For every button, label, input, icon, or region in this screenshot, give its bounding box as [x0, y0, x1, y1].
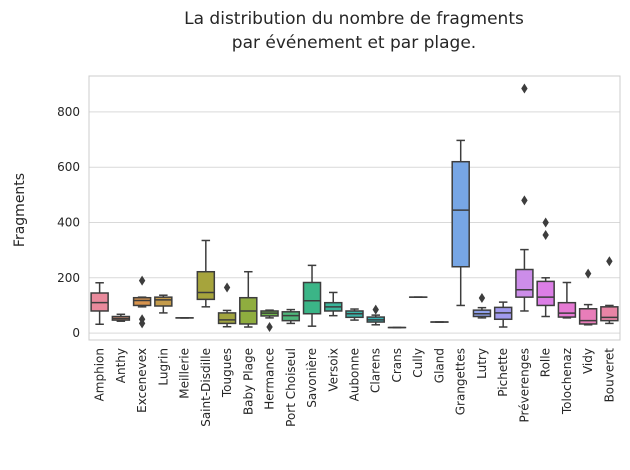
x-tick-label: Port Choiseul [284, 348, 298, 427]
x-tick-label: Savonière [305, 348, 319, 408]
box-group [366, 304, 385, 326]
x-tick-label: Pichette [496, 348, 510, 397]
x-tick-label: Baby Plage [241, 348, 255, 415]
box-group [324, 291, 343, 317]
outlier-point [521, 83, 528, 94]
y-tick-label: 200 [57, 271, 80, 285]
box-group [196, 239, 216, 308]
box-group [111, 313, 131, 322]
box-group [132, 275, 152, 329]
box-iqr [536, 280, 555, 307]
x-tick-label: Grangettes [454, 348, 468, 415]
x-tick-label: Hermance [263, 348, 277, 410]
box-group [536, 217, 555, 318]
x-axis-ticks: Amphion Anthy Excenevex Lugrin Meillerie Sain… [93, 348, 617, 427]
x-tick-label: Préverenges [517, 348, 531, 422]
box-group [281, 308, 301, 325]
y-tick-label: 400 [57, 216, 80, 230]
y-tick-label: 600 [57, 160, 80, 174]
box-iqr [557, 301, 577, 318]
y-tick-label: 800 [57, 105, 80, 119]
outlier-point [521, 195, 528, 206]
x-tick-label: Bouveret [602, 348, 616, 403]
box-iqr [132, 296, 152, 307]
box-group [472, 292, 492, 319]
x-tick-label: Meillerie [178, 348, 192, 399]
box-iqr [578, 308, 598, 325]
box-group [515, 83, 534, 312]
x-tick-label: Saint-Disdille [199, 348, 213, 427]
x-tick-label: Crans [390, 348, 404, 383]
x-tick-label: Lutry [475, 348, 489, 379]
box-iqr [451, 160, 470, 268]
outlier-point [372, 304, 379, 315]
x-tick-label: Lugrin [156, 348, 170, 386]
x-tick-label: Excenevex [135, 348, 149, 413]
x-tick-label: Cully [411, 348, 425, 378]
box-group [345, 308, 364, 321]
box-iqr [196, 270, 216, 301]
box-iqr [515, 268, 534, 298]
box-group [217, 282, 237, 328]
box-group [557, 281, 577, 319]
y-axis-label: Fragments [12, 173, 28, 247]
box-group [493, 301, 513, 328]
x-tick-label: Versoix [326, 348, 340, 392]
x-tick-label: Anthy [114, 348, 128, 383]
box-iqr [600, 306, 619, 322]
box-group [600, 256, 619, 325]
outlier-point [266, 322, 273, 333]
outlier-point [584, 268, 592, 279]
x-tick-label: Tougues [220, 348, 234, 398]
box-group [260, 309, 279, 333]
outlier-point [138, 275, 146, 286]
x-tick-label: Aubonne [348, 348, 362, 401]
box-group [302, 264, 322, 327]
x-tick-label: Gland [432, 348, 446, 383]
chart-title-line-2: par événement et par plage. [232, 33, 476, 53]
box-iqr [217, 312, 237, 325]
y-axis-ticks: 0 200 400 600 800 [57, 105, 80, 340]
chart-title-line-1: La distribution du nombre de fragments [184, 9, 524, 29]
x-tick-label: Tolochenaz [560, 348, 574, 415]
outlier-point [542, 217, 549, 228]
outlier-point [138, 318, 146, 329]
x-tick-label: Amphion [93, 348, 107, 401]
outlier-point [542, 229, 549, 240]
box-group [154, 294, 173, 314]
boxes [90, 83, 619, 333]
outlier-point [223, 282, 231, 293]
y-tick-label: 0 [72, 326, 80, 340]
box-iqr [154, 296, 173, 307]
outlier-point [606, 256, 613, 267]
box-iqr [302, 281, 322, 315]
plot-frame [88, 75, 621, 341]
x-tick-label: Rolle [539, 348, 553, 377]
box-group [239, 270, 258, 328]
x-tick-label: Vidy [581, 348, 595, 374]
box-group [451, 139, 470, 307]
box-group [90, 282, 109, 325]
box-group [578, 268, 598, 326]
x-tick-label: Clarens [369, 348, 383, 393]
outlier-point [478, 292, 486, 303]
